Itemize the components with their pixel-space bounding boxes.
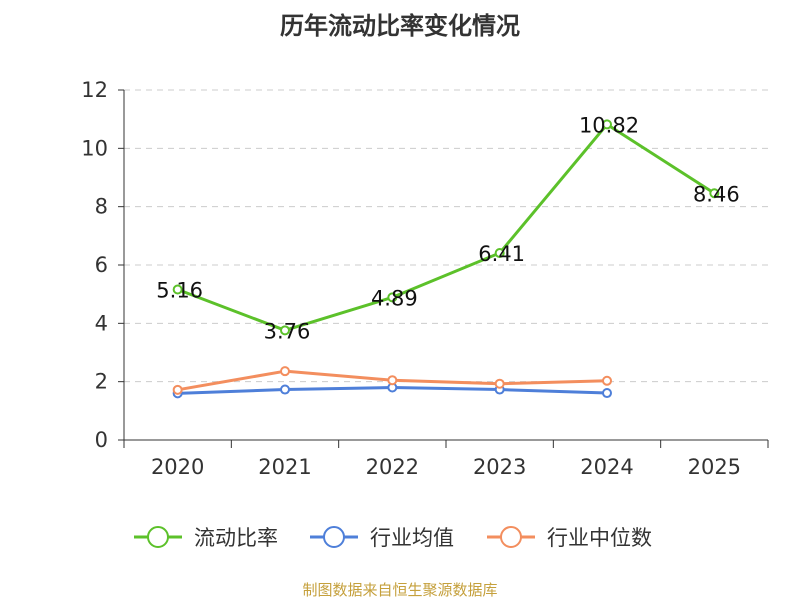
data-label: 10.82 (579, 113, 639, 137)
data-point[interactable] (709, 188, 720, 199)
legend-item-0[interactable]: 流动比率 (134, 526, 278, 550)
data-point[interactable] (280, 384, 290, 395)
data-point[interactable] (172, 384, 183, 395)
data-point[interactable] (602, 119, 612, 130)
y-tick-label: 8 (95, 195, 108, 219)
data-point[interactable] (494, 378, 505, 389)
legend: 流动比率 行业均值 行业中位数 (134, 526, 652, 550)
x-tick-label: 2025 (688, 455, 741, 479)
y-tick-label: 12 (81, 78, 108, 102)
legend-label: 行业中位数 (547, 526, 652, 550)
legend-item-2[interactable]: 行业中位数 (487, 526, 652, 550)
data-labels: 5.16 3.76 4.89 6.41 10.82 8.46 (156, 113, 739, 343)
x-tick-label: 2023 (473, 455, 526, 479)
data-label: 6.41 (478, 242, 525, 266)
y-tick-label: 0 (95, 428, 108, 452)
grid-lines (124, 89, 768, 383)
data-point[interactable] (172, 284, 183, 295)
data-point[interactable] (387, 375, 398, 386)
legend-item-1[interactable]: 行业均值 (310, 526, 454, 550)
data-point[interactable] (280, 325, 290, 336)
data-label: 5.16 (156, 279, 203, 303)
x-tick-label: 2020 (151, 455, 204, 479)
y-tick-label: 10 (81, 136, 108, 160)
series-line-0 (177, 122, 716, 332)
data-point[interactable] (280, 366, 290, 377)
legend-swatch-marker (323, 526, 345, 548)
data-point[interactable] (602, 375, 612, 386)
chart-title: 历年流动比率变化情况 (280, 12, 520, 40)
data-label: 8.46 (693, 182, 740, 206)
x-tick-label: 2021 (258, 455, 311, 479)
data-label: 4.89 (371, 286, 418, 310)
y-tick-label: 2 (95, 370, 108, 394)
legend-label: 流动比率 (194, 526, 278, 550)
legend-swatch-marker (147, 526, 169, 548)
x-tick-label: 2022 (366, 455, 419, 479)
x-tick-label: 2024 (580, 455, 633, 479)
data-label: 3.76 (264, 319, 311, 343)
series-layer (172, 119, 720, 399)
footer-source: 制图数据来自恒生聚源数据库 (302, 581, 497, 599)
legend-label: 行业均值 (370, 526, 454, 550)
axes: 0 2 4 6 8 10 12 2020 2021 2022 2023 2024 2025 (81, 78, 769, 479)
data-point[interactable] (494, 248, 505, 259)
legend-swatch-marker (500, 526, 522, 548)
y-tick-label: 6 (95, 253, 108, 277)
data-point[interactable] (387, 292, 398, 303)
data-point[interactable] (602, 388, 612, 399)
y-tick-label: 4 (95, 311, 108, 335)
